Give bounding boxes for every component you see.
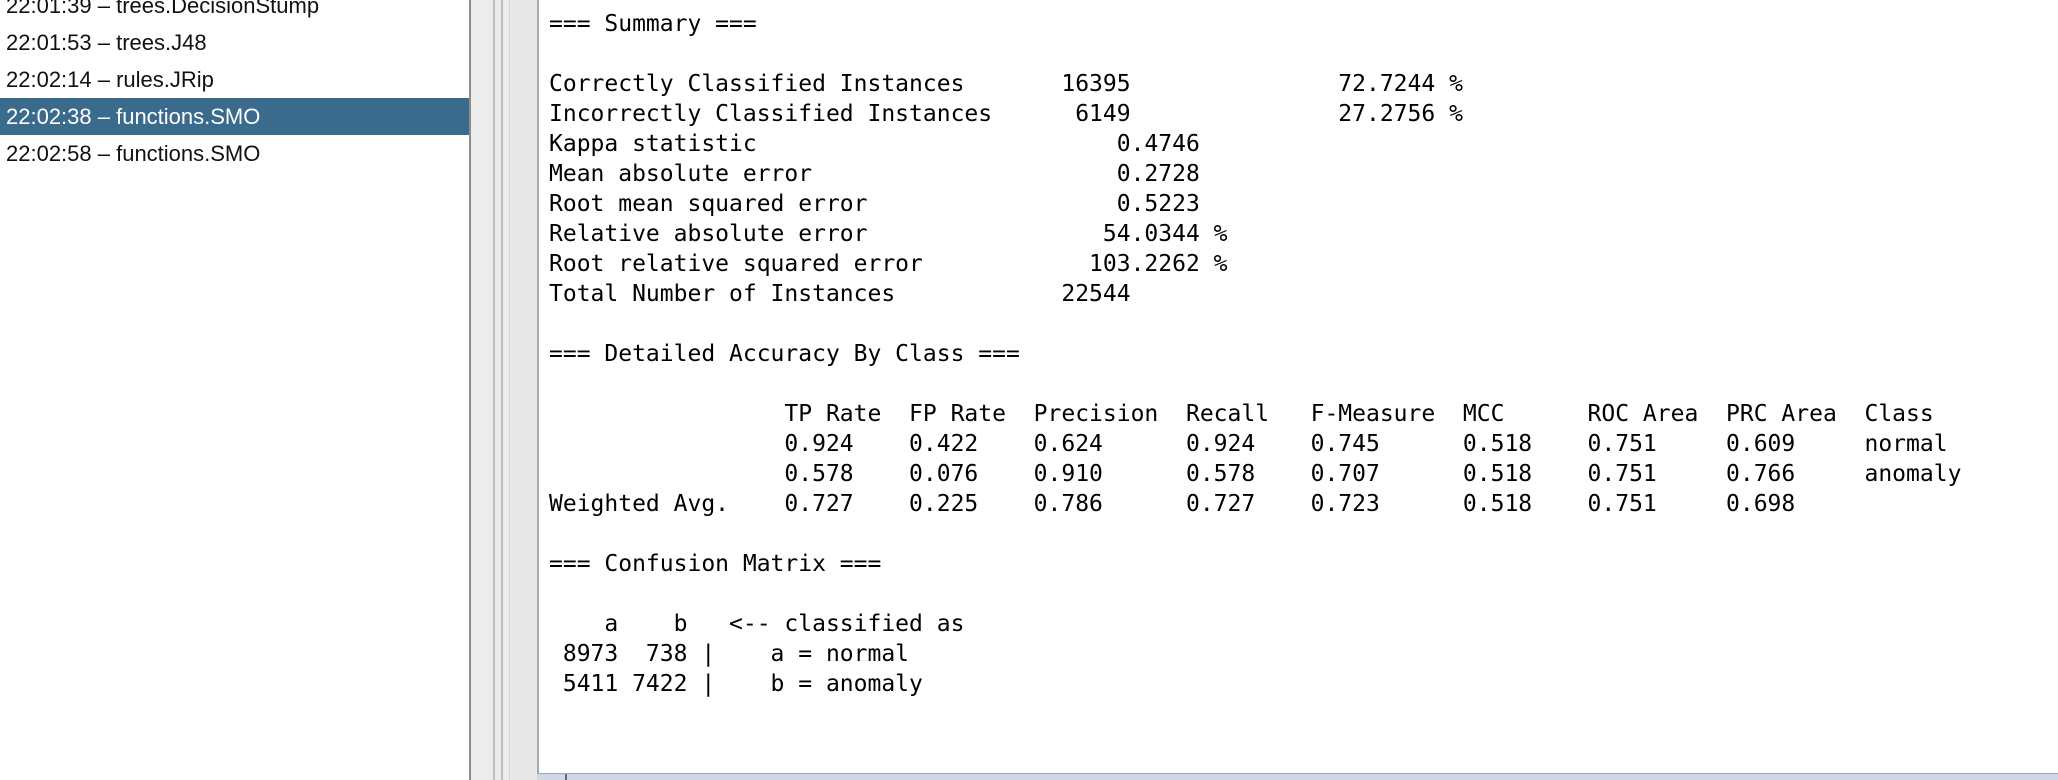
classifier-output-panel: === Summary === Correctly Classified Ins… [510,0,2058,780]
result-list-item-smo[interactable]: 22:02:58 – functions.SMO [6,141,261,166]
divider-groove [493,0,495,780]
result-list-item-jrip[interactable]: 22:02:14 – rules.JRip [6,67,214,92]
output-text-area[interactable]: === Summary === Correctly Classified Ins… [537,0,2058,773]
result-list-border [469,0,471,780]
result-list[interactable]: 22:01:39 – trees.DecisionStump 22:01:53 … [0,0,469,780]
divider-edge [509,0,510,780]
classifier-output-text: === Summary === Correctly Classified Ins… [549,11,1962,697]
result-list-item-decisionstump[interactable]: 22:01:39 – trees.DecisionStump [6,0,320,18]
divider-groove [501,0,503,780]
scrollbar-thumb[interactable] [565,774,567,780]
horizontal-scrollbar[interactable] [537,773,2058,780]
result-list-item-j48[interactable]: 22:01:53 – trees.J48 [6,30,207,55]
split-pane-divider[interactable] [471,0,509,780]
result-list-item-smo-selected[interactable]: 22:02:38 – functions.SMO [0,98,469,135]
